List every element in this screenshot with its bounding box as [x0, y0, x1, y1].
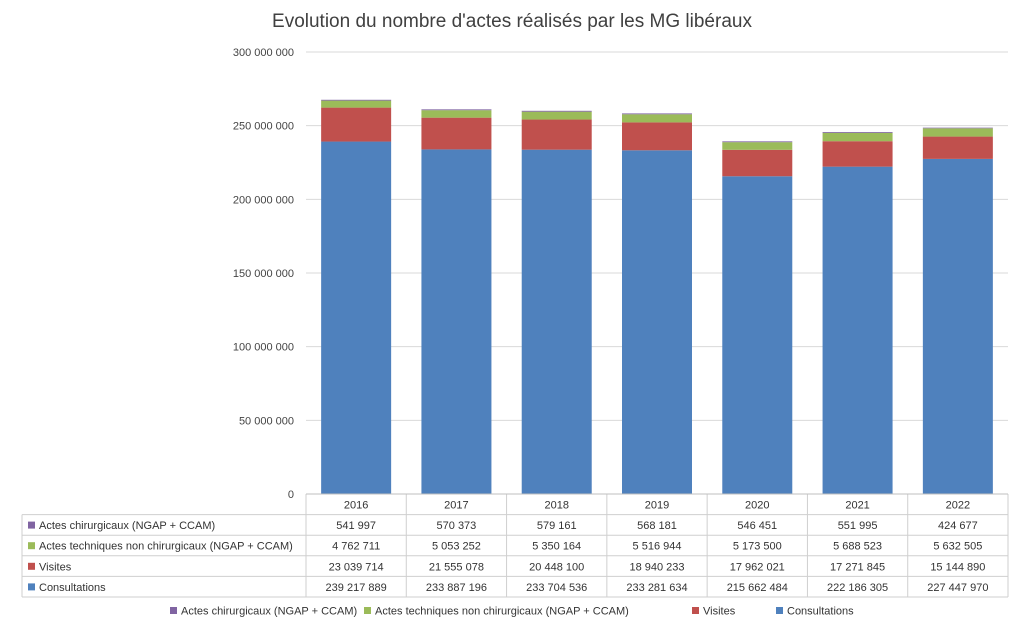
bar-segment [521, 110, 592, 112]
data-label: 17 962 021 [730, 561, 785, 573]
table-legend-key [28, 562, 35, 570]
data-label: 239 217 889 [326, 582, 387, 594]
legend-entry: Actes chirurgicaux (NGAP + CCAM) [181, 606, 357, 618]
x-tick-label: 2018 [544, 500, 568, 512]
data-label: 4 762 711 [332, 541, 380, 553]
legend: Actes chirurgicaux (NGAP + CCAM) Actes te… [170, 606, 854, 618]
bar-segment [421, 110, 492, 118]
data-label: 551 995 [838, 520, 878, 532]
x-tick-label: 2016 [344, 500, 368, 512]
table-legend-key [28, 521, 35, 529]
data-label: 215 662 484 [727, 582, 788, 594]
data-label: 5 350 164 [532, 541, 581, 553]
data-label: 17 271 845 [830, 561, 885, 573]
bar-segment [722, 141, 793, 143]
data-label: 233 281 634 [626, 582, 687, 594]
bar-segment [922, 127, 993, 129]
chart-title: Evolution du nombre d'actes réalisés par… [272, 11, 752, 32]
x-tick-label: 2019 [645, 500, 669, 512]
bar-segment [321, 141, 392, 494]
data-label: 5 173 500 [733, 541, 782, 553]
y-tick-label: 100 000 000 [233, 342, 294, 354]
table-series-label: Actes chirurgicaux (NGAP + CCAM) [39, 520, 215, 532]
bar-segment [922, 128, 993, 137]
x-tick-label: 2017 [444, 500, 468, 512]
data-label: 546 451 [737, 520, 777, 532]
x-tick-label: 2021 [845, 500, 869, 512]
bar-segment [822, 132, 893, 142]
y-axis: 0 50 000 000 100 000 000 150 000 000 200 000… [233, 47, 294, 501]
bar-segment [321, 100, 392, 108]
bar-segment [421, 117, 492, 150]
y-tick-label: 0 [288, 489, 294, 501]
bar-segment [321, 99, 392, 101]
table-legend-key [28, 583, 35, 591]
bar-segment [321, 107, 392, 142]
bar-segment [922, 136, 993, 159]
data-label: 222 186 305 [827, 582, 888, 594]
table-series-label: Visites [39, 561, 72, 573]
legend-entry: Visites [703, 606, 736, 618]
data-table: 2016 2017 2018 2019 2020 2021 2022 Actes chirur… [21, 493, 1009, 598]
bar-segment [521, 111, 592, 120]
data-label: 5 516 944 [633, 541, 682, 553]
data-label: 227 447 970 [927, 582, 988, 594]
data-label: 5 632 505 [933, 541, 982, 553]
legend-key [170, 607, 177, 614]
legend-entry: Consultations [787, 606, 854, 618]
legend-entry: Actes techniques non chirurgicaux (NGAP … [375, 606, 629, 618]
data-label: 424 677 [938, 520, 978, 532]
legend-key [776, 607, 783, 614]
data-label: 23 039 714 [329, 561, 384, 573]
data-label: 579 161 [537, 520, 577, 532]
table-series-label: Actes techniques non chirurgicaux (NGAP … [39, 541, 293, 553]
bar-segment [722, 176, 793, 495]
bar-segment [421, 149, 492, 495]
bar-segment [822, 141, 893, 167]
bar-segment [622, 113, 692, 115]
legend-key [364, 607, 371, 614]
table-series-label: Consultations [39, 582, 106, 594]
legend-key [692, 607, 699, 614]
data-label: 233 704 536 [526, 582, 587, 594]
bar-segment [622, 122, 692, 151]
data-label: 5 053 252 [432, 541, 481, 553]
x-tick-label: 2020 [745, 500, 769, 512]
bar-segment [822, 166, 893, 494]
data-label: 20 448 100 [529, 561, 584, 573]
bar-segment [922, 158, 993, 495]
y-tick-label: 250 000 000 [233, 121, 294, 133]
y-tick-label: 300 000 000 [233, 47, 294, 59]
data-label: 233 887 196 [426, 582, 487, 594]
bars [321, 99, 993, 495]
table-legend-key [28, 542, 35, 550]
bar-segment [722, 142, 793, 150]
data-label: 18 940 233 [629, 561, 684, 573]
bar-segment [622, 150, 692, 494]
data-label: 21 555 078 [429, 561, 484, 573]
data-label: 568 181 [637, 520, 677, 532]
bar-segment [622, 114, 692, 123]
bar-segment [521, 149, 592, 494]
data-label: 570 373 [437, 520, 477, 532]
bar-segment [722, 149, 793, 177]
x-tick-label: 2022 [946, 500, 970, 512]
bar-segment [421, 109, 492, 111]
bar-segment [822, 132, 893, 133]
y-tick-label: 150 000 000 [233, 268, 294, 280]
data-label: 15 144 890 [930, 561, 985, 573]
data-label: 541 997 [336, 520, 376, 532]
data-label: 5 688 523 [833, 541, 882, 553]
y-tick-label: 200 000 000 [233, 194, 294, 206]
bar-segment [521, 119, 592, 150]
y-tick-label: 50 000 000 [239, 415, 294, 427]
